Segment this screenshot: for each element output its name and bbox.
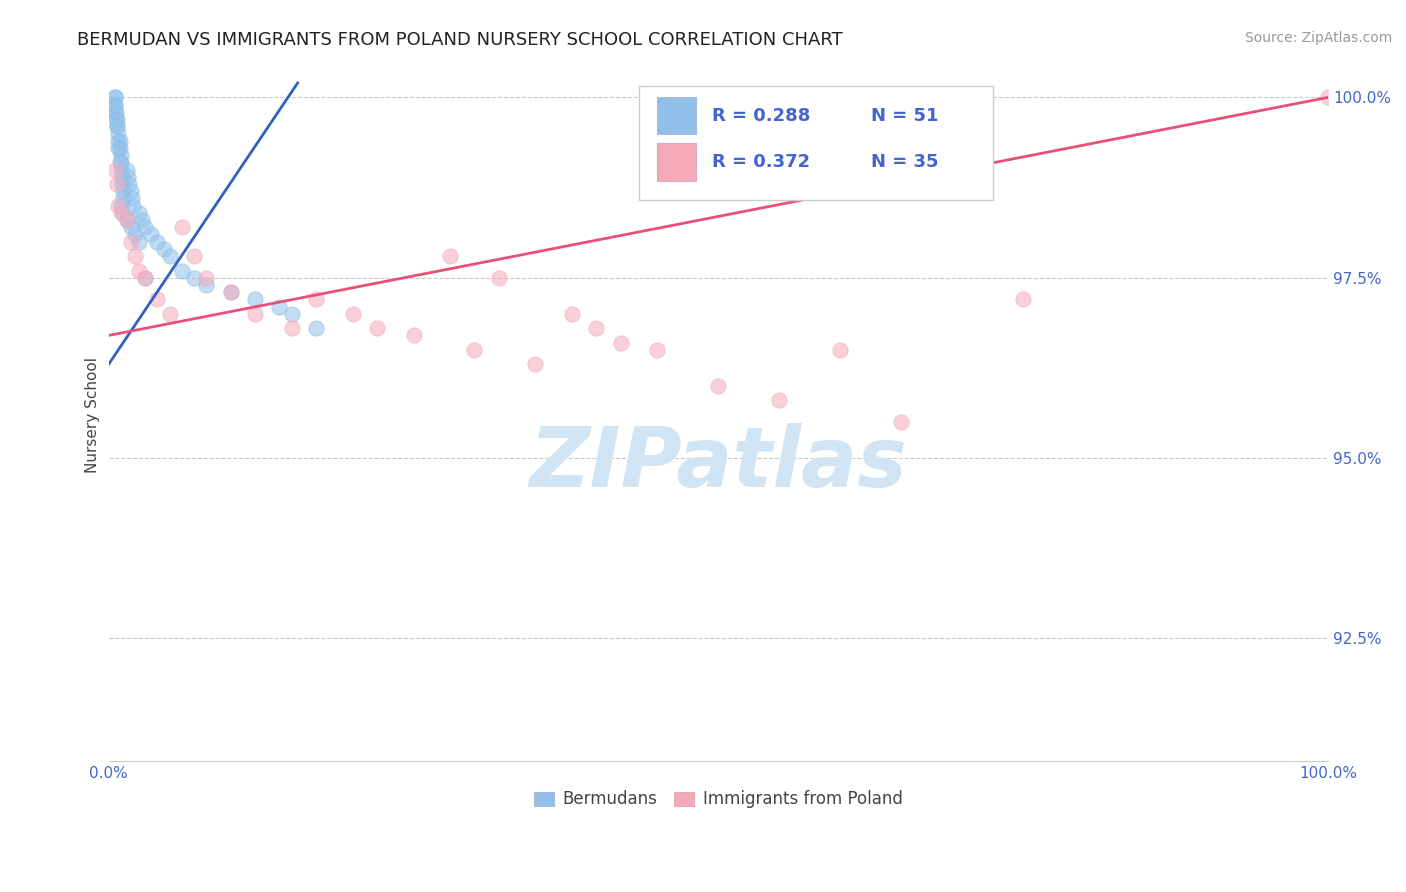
Legend: Bermudans, Immigrants from Poland: Bermudans, Immigrants from Poland — [527, 784, 910, 815]
Point — [112, 184, 135, 198]
Point — [195, 277, 218, 292]
Point — [108, 141, 131, 155]
Point — [195, 270, 218, 285]
Point — [707, 379, 730, 393]
Point — [305, 293, 328, 307]
Point — [146, 293, 169, 307]
Point — [170, 263, 193, 277]
Point — [112, 206, 135, 220]
Point — [104, 112, 127, 126]
Point — [146, 235, 169, 249]
Point — [488, 270, 510, 285]
Point — [183, 270, 205, 285]
Point — [104, 97, 127, 112]
Point — [118, 177, 141, 191]
Point — [122, 198, 145, 212]
Point — [107, 141, 129, 155]
Point — [219, 285, 242, 300]
Point — [439, 249, 461, 263]
Point — [104, 90, 127, 104]
Text: ZIPatlas: ZIPatlas — [530, 423, 907, 504]
Point — [1012, 293, 1035, 307]
Point — [111, 177, 134, 191]
Point — [105, 120, 128, 134]
Point — [110, 155, 132, 169]
Point — [104, 104, 127, 119]
Point — [647, 343, 669, 357]
Point — [104, 97, 127, 112]
Point — [108, 134, 131, 148]
Point — [305, 321, 328, 335]
Point — [170, 220, 193, 235]
Text: R = 0.372: R = 0.372 — [713, 153, 810, 171]
Point — [110, 148, 132, 162]
Point — [111, 169, 134, 184]
Point — [243, 293, 266, 307]
Point — [104, 104, 127, 119]
Point — [134, 270, 156, 285]
Y-axis label: Nursery School: Nursery School — [86, 357, 100, 473]
Text: N = 35: N = 35 — [870, 153, 938, 171]
Point — [105, 177, 128, 191]
Point — [128, 263, 150, 277]
FancyBboxPatch shape — [640, 86, 993, 200]
Point — [128, 235, 150, 249]
Point — [131, 213, 153, 227]
Point — [463, 343, 485, 357]
Point — [280, 307, 302, 321]
Point — [107, 127, 129, 141]
Point — [768, 393, 790, 408]
Point — [117, 169, 139, 184]
Point — [124, 249, 146, 263]
Point — [243, 307, 266, 321]
Text: N = 51: N = 51 — [870, 107, 938, 125]
Point — [115, 213, 138, 227]
Point — [112, 191, 135, 205]
Point — [115, 162, 138, 177]
Point — [159, 249, 181, 263]
Point — [120, 220, 142, 235]
Point — [107, 134, 129, 148]
Point — [585, 321, 607, 335]
Point — [108, 155, 131, 169]
Point — [124, 227, 146, 242]
FancyBboxPatch shape — [658, 144, 696, 181]
Point — [115, 213, 138, 227]
Point — [110, 206, 132, 220]
Point — [159, 307, 181, 321]
Point — [134, 270, 156, 285]
FancyBboxPatch shape — [658, 97, 696, 135]
Point — [183, 249, 205, 263]
Point — [402, 328, 425, 343]
Point — [219, 285, 242, 300]
Point — [105, 120, 128, 134]
Text: R = 0.288: R = 0.288 — [713, 107, 811, 125]
Point — [1317, 90, 1340, 104]
Point — [152, 242, 174, 256]
Text: BERMUDAN VS IMMIGRANTS FROM POLAND NURSERY SCHOOL CORRELATION CHART: BERMUDAN VS IMMIGRANTS FROM POLAND NURSE… — [77, 31, 844, 49]
Point — [120, 235, 142, 249]
Point — [104, 90, 127, 104]
Point — [110, 162, 132, 177]
Point — [121, 191, 143, 205]
Point — [110, 198, 132, 212]
Point — [890, 415, 912, 429]
Point — [104, 162, 127, 177]
Point — [561, 307, 583, 321]
Point — [830, 343, 852, 357]
Point — [366, 321, 388, 335]
Text: Source: ZipAtlas.com: Source: ZipAtlas.com — [1244, 31, 1392, 45]
Point — [120, 184, 142, 198]
Point — [128, 206, 150, 220]
Point — [610, 335, 633, 350]
Point — [269, 300, 291, 314]
Point — [134, 220, 156, 235]
Point — [280, 321, 302, 335]
Point — [105, 112, 128, 126]
Point — [342, 307, 364, 321]
Point — [107, 198, 129, 212]
Point — [141, 227, 163, 242]
Point — [524, 357, 547, 371]
